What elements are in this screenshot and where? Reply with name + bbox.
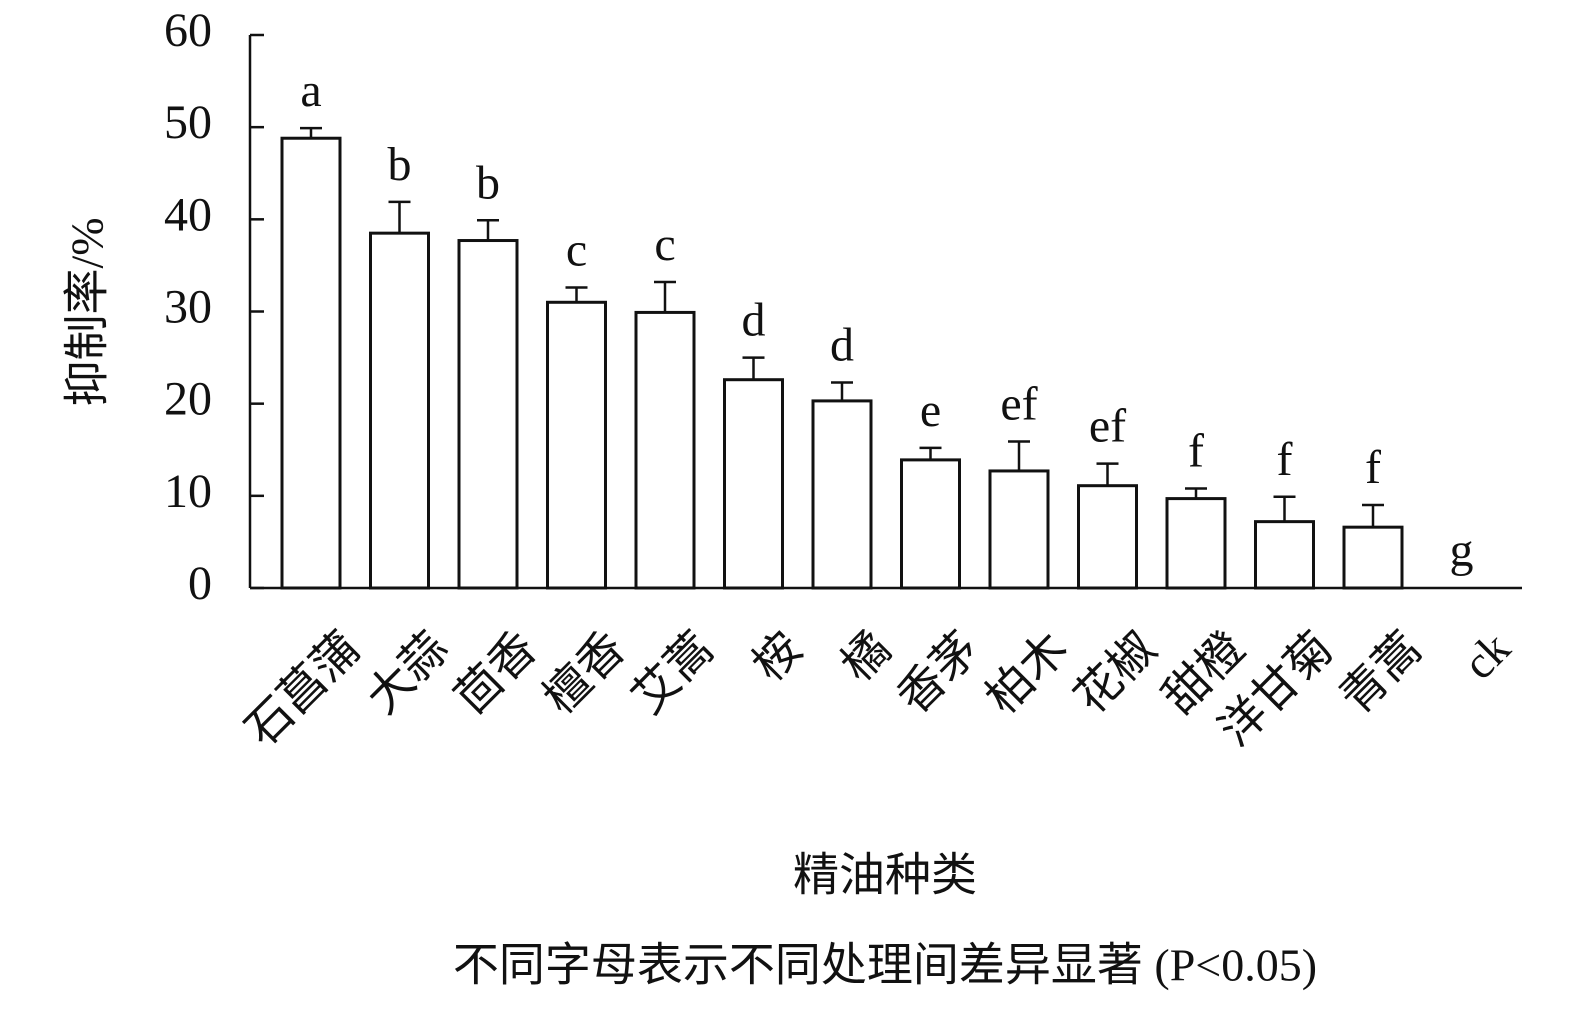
- x-tick-label: 茴香: [445, 622, 546, 723]
- x-tick-label: 艾蒿: [622, 622, 723, 723]
- x-tick-label: 檀香: [534, 622, 635, 723]
- bar: [1342, 525, 1404, 590]
- significance-letter: f: [1365, 441, 1381, 494]
- note: 不同字母表示不同处理间差异显著 (P<0.05): [453, 940, 1317, 991]
- significance-letter: ef: [1089, 400, 1126, 453]
- bar: [634, 310, 696, 590]
- bar: [369, 231, 430, 590]
- significance-letter: b: [388, 138, 412, 191]
- x-tick-label: ck: [1453, 622, 1520, 689]
- significance-letter: c: [566, 224, 587, 277]
- x-tick-label: 花椒: [1065, 622, 1166, 723]
- x-axis-title: 精油种类: [793, 850, 977, 901]
- bar: [723, 378, 784, 590]
- x-tick-label: 大蒜: [357, 622, 458, 723]
- bar: [988, 469, 1050, 590]
- y-tick-label: 30: [164, 281, 212, 334]
- x-tick-label: 石菖蒲: [236, 622, 370, 756]
- significance-letter: d: [830, 318, 854, 371]
- bar: [546, 300, 607, 590]
- significance-letter: g: [1450, 524, 1474, 577]
- bar: [1077, 484, 1138, 590]
- bar: [1254, 520, 1315, 590]
- significance-letter: a: [300, 64, 321, 117]
- significance-letter: e: [920, 384, 941, 437]
- x-tick-label: 橘: [832, 622, 901, 691]
- y-tick-label: 50: [164, 96, 212, 149]
- x-tick-label: 柏木: [976, 622, 1077, 723]
- bar: [811, 399, 873, 590]
- y-tick-label: 60: [164, 4, 212, 57]
- y-tick-label: 0: [188, 557, 212, 610]
- y-tick-label: 40: [164, 188, 212, 241]
- significance-letter: f: [1188, 424, 1204, 477]
- x-tick-label: 桉: [743, 622, 812, 691]
- y-tick-label: 10: [164, 465, 212, 518]
- bar: [457, 239, 519, 590]
- significance-letter: ef: [1000, 377, 1037, 430]
- significance-letter: c: [654, 218, 675, 271]
- y-tick-label: 20: [164, 373, 212, 426]
- y-axis-title: 抑制率/%: [62, 217, 113, 406]
- bar: [280, 136, 342, 590]
- bar: [1165, 497, 1227, 590]
- x-tick-label: 青蒿: [1330, 622, 1431, 723]
- significance-letter: d: [742, 294, 766, 347]
- x-tick-label: 香茅: [888, 622, 989, 723]
- significance-letter: f: [1277, 433, 1293, 486]
- significance-letter: b: [476, 156, 500, 209]
- bar: [900, 458, 961, 590]
